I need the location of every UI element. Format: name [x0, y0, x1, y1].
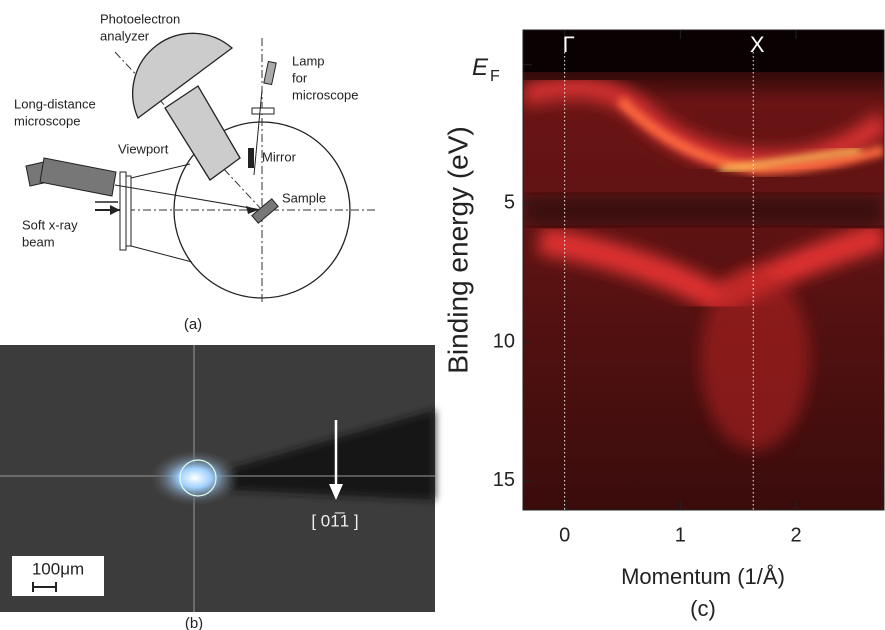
- figure: Photoelectron analyzer Lamp for microsco…: [0, 0, 885, 630]
- label: microscope: [292, 87, 358, 102]
- beam-arrowhead: [110, 205, 120, 215]
- mirror: [248, 148, 254, 168]
- label: Lamp: [292, 53, 325, 68]
- lamp: [264, 61, 276, 84]
- caption: (b): [185, 615, 203, 630]
- y-tick-label: 15: [493, 469, 515, 491]
- label: Photoelectron: [100, 11, 180, 26]
- label: Viewport: [118, 141, 169, 156]
- sample-glow: [150, 450, 240, 506]
- x-tick-label: 2: [791, 524, 802, 546]
- microscope-body: [40, 158, 116, 196]
- caption: (c): [690, 596, 716, 621]
- x-tick-label: 0: [559, 524, 570, 546]
- label: Mirror: [262, 149, 297, 164]
- y-tick-label: 10: [493, 330, 515, 352]
- x-axis-label: Momentum (1/Å): [621, 564, 785, 589]
- x-tick-label: 1: [675, 524, 686, 546]
- label: Sample: [282, 190, 326, 205]
- fermi-label: E: [472, 54, 489, 81]
- fermi-subscript: F: [490, 68, 500, 85]
- symmetry-label: X: [750, 32, 765, 57]
- direction-label: [ 01̅1 ]: [311, 511, 358, 530]
- panel-a: Photoelectron analyzer Lamp for microsco…: [14, 11, 378, 333]
- label: for: [292, 70, 308, 85]
- arpes-image: [523, 30, 884, 510]
- label: Long-distance: [14, 96, 96, 111]
- panel-c: Binding energy (eV) Momentum (1/Å) (c) 0…: [442, 30, 884, 621]
- lamp-window: [252, 108, 274, 114]
- caption: (a): [184, 316, 202, 333]
- symmetry-label: Γ: [563, 32, 575, 57]
- y-tick-label: 5: [504, 192, 515, 214]
- viewport-flange: [120, 172, 126, 250]
- label: microscope: [14, 113, 80, 128]
- label: beam: [22, 234, 55, 249]
- scale-label: 100μm: [32, 559, 84, 578]
- label: analyzer: [100, 28, 150, 43]
- panel-b: [ 01̅1 ] 100μm (b): [0, 345, 435, 630]
- y-axis-label: Binding energy (eV): [442, 126, 473, 373]
- label: Soft x-ray: [22, 217, 78, 232]
